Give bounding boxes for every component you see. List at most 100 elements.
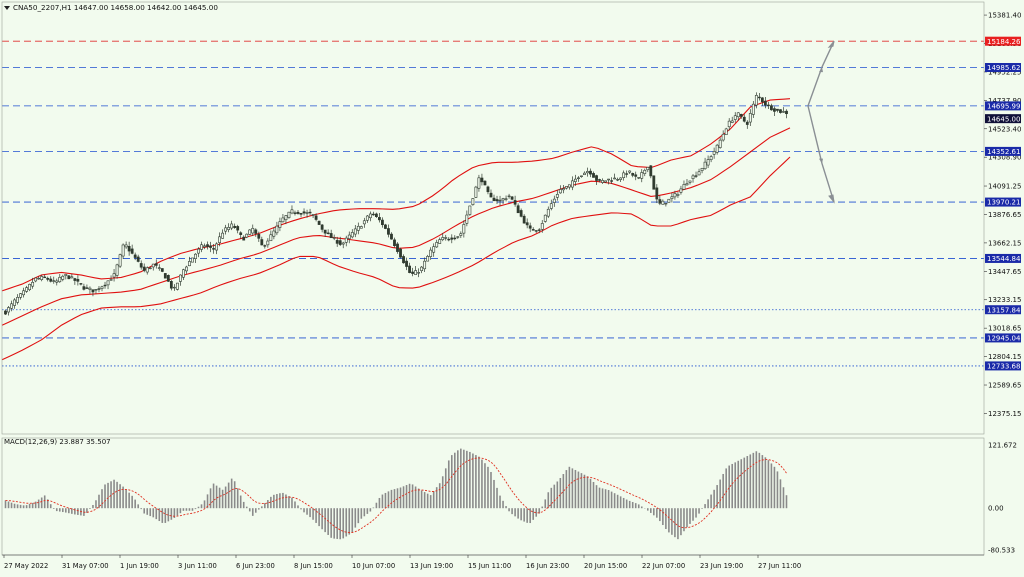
- candle: [387, 224, 390, 238]
- candle: [239, 231, 243, 239]
- triangle-down-icon[interactable]: [4, 6, 10, 10]
- svg-text:12945.04: 12945.04: [987, 335, 1021, 343]
- candle: [522, 214, 526, 224]
- candle: [118, 253, 122, 269]
- candle: [263, 244, 267, 249]
- candle: [329, 229, 333, 239]
- candle: [272, 227, 276, 240]
- candle: [628, 170, 632, 175]
- candle: [260, 236, 264, 246]
- candle: [773, 106, 776, 116]
- candle: [185, 265, 188, 274]
- candle: [592, 171, 595, 178]
- candle: [785, 109, 788, 119]
- y-tick-label: 14308.90: [988, 154, 1021, 162]
- candle: [43, 274, 47, 279]
- candle: [670, 192, 674, 203]
- candle: [323, 229, 327, 238]
- candle: [748, 109, 752, 127]
- arrow-up-icon[interactable]: [807, 40, 835, 107]
- price-panel-frame: [1, 1, 985, 435]
- candle: [776, 108, 779, 113]
- candle: [175, 282, 179, 291]
- candle: [525, 218, 529, 229]
- x-tick-label: 15 Jun 11:00: [468, 562, 511, 570]
- candle: [356, 222, 360, 235]
- candle: [577, 176, 580, 182]
- candle: [290, 205, 294, 215]
- candle: [179, 274, 182, 286]
- candle: [166, 274, 170, 282]
- candle: [227, 223, 231, 233]
- x-tick-label: 20 Jun 15:00: [584, 562, 627, 570]
- candle: [754, 92, 758, 109]
- candle: [22, 287, 26, 298]
- chart-header: CNA50_2207,H1 14647.00 14658.00 14642.00…: [4, 3, 218, 446]
- candle: [85, 284, 89, 290]
- candle: [37, 276, 41, 280]
- candle: [586, 167, 589, 177]
- x-tick-label: 16 Jun 23:00: [526, 562, 569, 570]
- candle: [504, 195, 508, 202]
- candle: [501, 197, 505, 205]
- candle: [378, 213, 381, 223]
- candle: [429, 247, 433, 260]
- x-tick-label: 10 Jun 07:00: [352, 562, 395, 570]
- current-price-label: 14645.00: [985, 114, 1021, 123]
- candle: [4, 309, 7, 316]
- candle: [519, 208, 523, 218]
- candle: [182, 268, 185, 281]
- candle: [191, 257, 194, 263]
- candle: [73, 277, 77, 285]
- candle: [474, 185, 478, 199]
- candle: [133, 252, 137, 261]
- candle: [278, 217, 282, 232]
- candle: [148, 266, 152, 270]
- x-tick-label: 8 Jun 15:00: [294, 562, 333, 570]
- candle: [70, 273, 74, 279]
- candle: [100, 285, 104, 292]
- macd-y-tick-label: -80.533: [988, 547, 1015, 555]
- candle: [531, 227, 535, 231]
- candle: [570, 176, 574, 191]
- candle: [103, 281, 107, 289]
- candle: [347, 231, 351, 244]
- candle: [163, 273, 167, 279]
- candle: [486, 185, 490, 195]
- candle: [640, 169, 644, 183]
- candle: [718, 137, 722, 149]
- candle: [254, 228, 258, 237]
- candle: [34, 277, 38, 283]
- x-tick-label: 1 Jun 19:00: [120, 562, 159, 570]
- candle: [317, 220, 321, 225]
- candle: [549, 199, 553, 211]
- candle: [139, 260, 143, 270]
- x-tick-label: 3 Jun 11:00: [178, 562, 217, 570]
- macd-signal-line: [5, 457, 787, 533]
- candle: [534, 230, 538, 233]
- candle: [332, 234, 336, 241]
- candle: [154, 259, 158, 269]
- candle: [540, 220, 544, 233]
- candle: [658, 195, 662, 206]
- arrow-down-icon[interactable]: [807, 105, 835, 204]
- svg-text:14695.99: 14695.99: [987, 102, 1020, 110]
- candles: [4, 92, 788, 316]
- candle: [365, 215, 369, 223]
- candle: [655, 184, 659, 204]
- candle: [561, 184, 565, 194]
- candle: [124, 241, 128, 249]
- x-tick-label: 13 Jun 19:00: [410, 562, 453, 570]
- candle: [52, 276, 56, 284]
- candle: [742, 114, 746, 123]
- candle: [145, 266, 149, 275]
- candle: [694, 171, 698, 179]
- candle: [16, 294, 19, 305]
- candle: [320, 224, 324, 233]
- candle: [94, 289, 98, 294]
- candle: [91, 289, 95, 297]
- candle: [763, 97, 767, 109]
- candle: [281, 213, 285, 223]
